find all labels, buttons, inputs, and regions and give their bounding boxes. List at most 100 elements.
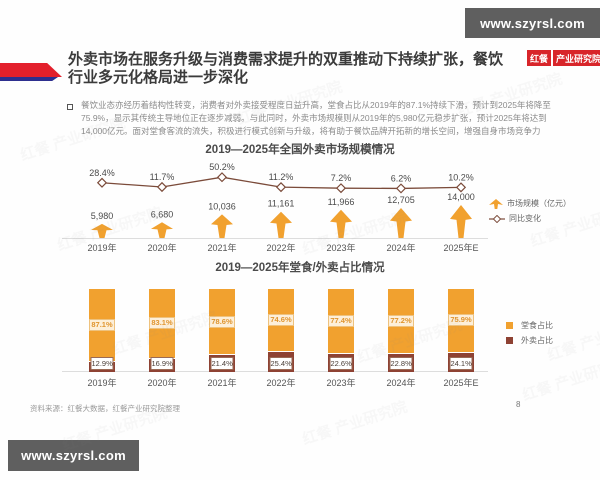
stacked-bar[interactable]: 75.9% 24.1% xyxy=(448,289,474,372)
growth-pct-label: 11.2% xyxy=(269,172,294,182)
dinein-pct-label: 83.1% xyxy=(149,317,175,330)
delivery-pct-label: 25.4% xyxy=(269,357,293,370)
chart2-legend: 堂食占比 外卖占比 xyxy=(506,318,553,348)
brand-watermark: 红餐 产业研究院 xyxy=(300,398,410,449)
chart1-legend: 市场规模（亿元） 同比变化 xyxy=(489,196,571,226)
delivery-pct-label: 22.8% xyxy=(389,357,413,370)
market-size-arrow-bar xyxy=(330,209,352,238)
logo-brand-mark: 红餐 xyxy=(527,50,552,66)
year-label: 2022年 xyxy=(266,378,296,388)
year-label: 2022年 xyxy=(266,242,295,253)
line-marker xyxy=(216,172,228,183)
year-label: 2021年 xyxy=(207,242,236,253)
year-label: 2024年 xyxy=(386,242,415,253)
line-marker xyxy=(96,177,108,188)
page-number: 8 xyxy=(516,400,521,409)
legend-label: 市场规模（亿元） xyxy=(507,199,571,208)
intro-line: 餐饮业态亦经历着结构性转变，消费者对外卖接受程度日益升高，堂食占比从2019年的… xyxy=(81,100,551,110)
line-marker-icon xyxy=(489,214,505,223)
delivery-swatch-icon xyxy=(506,337,513,344)
market-size-arrow-bar xyxy=(211,214,233,238)
title-accent-navy-bar xyxy=(0,77,58,81)
intro-line: 14,000亿元。面对堂食客流的流失，积极进行模式创新与升级，将有助于餐饮品牌开… xyxy=(81,126,541,136)
chart1-title: 2019—2025年全国外卖市场规模情况 xyxy=(205,144,395,156)
line-marker xyxy=(156,181,168,193)
website-url-bar-bottom[interactable]: www.szyrsl.com xyxy=(8,440,139,471)
year-label: 2024年 xyxy=(386,378,416,388)
year-label: 2025年E xyxy=(443,378,479,388)
year-label: 2019年 xyxy=(87,378,117,388)
stacked-bar[interactable]: 87.1% 12.9% xyxy=(89,289,115,372)
line-marker xyxy=(275,182,287,193)
delivery-pct-label: 24.1% xyxy=(449,357,473,370)
dinein-swatch-icon xyxy=(506,322,513,329)
intro-line: 75.9%，显示其传统主导地位正在逐步减弱。与此同时，外卖市场规模则从2019年… xyxy=(81,113,547,123)
bullet-square-icon xyxy=(67,104,73,110)
year-label: 2021年 xyxy=(207,378,237,388)
legend-item-yoy-change[interactable]: 同比变化 xyxy=(489,211,571,226)
market-size-value: 11,966 xyxy=(328,197,355,207)
legend-item-market-size[interactable]: 市场规模（亿元） xyxy=(489,196,571,211)
year-label: 2023年 xyxy=(326,242,355,253)
delivery-pct-label: 21.4% xyxy=(210,357,234,370)
dinein-pct-label: 87.1% xyxy=(89,319,115,332)
line-marker xyxy=(455,182,467,193)
legend-item-dinein[interactable]: 堂食占比 xyxy=(506,318,553,333)
page-title: 外卖市场在服务升级与消费需求提升的双重推动下持续扩张，餐饮 行业多元化格局进一步… xyxy=(68,51,576,87)
dinein-pct-label: 77.4% xyxy=(328,315,354,328)
market-size-value: 5,980 xyxy=(91,211,114,221)
legend-label: 外卖占比 xyxy=(521,336,553,345)
dinein-pct-label: 74.6% xyxy=(268,313,294,326)
legend-item-delivery[interactable]: 外卖占比 xyxy=(506,333,553,348)
dinein-pct-label: 77.2% xyxy=(388,315,414,328)
market-size-value: 11,161 xyxy=(268,199,295,209)
line-marker xyxy=(395,183,407,194)
year-label: 2025年E xyxy=(443,242,478,253)
website-url: www.szyrsl.com xyxy=(21,448,126,463)
market-size-value: 6,680 xyxy=(151,209,174,219)
year-label: 2020年 xyxy=(147,378,177,388)
growth-pct-label: 6.2% xyxy=(391,173,412,183)
dinein-pct-label: 78.6% xyxy=(209,315,235,328)
delivery-pct-label: 16.9% xyxy=(150,357,174,370)
growth-pct-label: 7.2% xyxy=(331,173,352,183)
arrow-bar-icon xyxy=(489,198,503,209)
market-size-arrow-bar xyxy=(151,222,173,238)
growth-pct-label: 10.2% xyxy=(448,172,474,182)
stacked-bar[interactable]: 74.6% 25.4% xyxy=(268,289,294,372)
market-size-value: 14,000 xyxy=(447,192,475,202)
logo-org-mark: 产业研究院 xyxy=(553,50,600,66)
delivery-pct-label: 12.9% xyxy=(90,357,114,370)
market-size-arrow-bar xyxy=(390,208,412,238)
legend-label: 堂食占比 xyxy=(521,321,553,330)
growth-pct-label: 50.2% xyxy=(209,162,235,172)
title-accent-red-bar xyxy=(0,63,62,77)
website-url: www.szyrsl.com xyxy=(480,15,585,31)
website-url-bar-top[interactable]: www.szyrsl.com xyxy=(465,8,600,38)
year-label: 2019年 xyxy=(87,242,116,253)
chart2-title: 2019—2025年堂食/外卖占比情况 xyxy=(215,262,385,274)
market-size-arrow-bar xyxy=(270,211,292,238)
intro-paragraph: 餐饮业态亦经历着结构性转变，消费者对外卖接受程度日益升高，堂食占比从2019年的… xyxy=(81,99,565,138)
market-size-chart: 5,980 6,680 10,036 11,161 11,966 12,705 14,000… xyxy=(62,162,488,253)
growth-pct-label: 11.7% xyxy=(150,172,175,182)
year-label: 2020年 xyxy=(147,242,176,253)
data-source-note: 资料来源：红餐大数据，红餐产业研究院整理 xyxy=(30,404,180,413)
dinein-pct-label: 75.9% xyxy=(448,314,474,327)
share-chart: 87.1% 12.9% 2019年 83.1% 16.9% 2020年 78.6% 21.4%… xyxy=(0,274,600,392)
legend-label: 同比变化 xyxy=(509,214,541,223)
delivery-pct-label: 22.6% xyxy=(329,357,353,370)
hongcan-logo: 红餐 产业研究院 xyxy=(527,50,600,66)
market-size-arrow-bar xyxy=(450,205,472,238)
year-label: 2023年 xyxy=(326,378,356,388)
stacked-bar[interactable]: 77.4% 22.6% xyxy=(328,289,354,372)
stacked-bar[interactable]: 78.6% 21.4% xyxy=(209,289,235,372)
stacked-bar[interactable]: 77.2% 22.8% xyxy=(388,289,414,372)
stacked-bar[interactable]: 83.1% 16.9% xyxy=(149,289,175,372)
line-marker xyxy=(335,183,347,194)
market-size-value: 10,036 xyxy=(208,201,236,211)
market-size-arrow-bar xyxy=(91,223,113,238)
page-title-line1: 外卖市场在服务升级与消费需求提升的双重推动下持续扩张，餐饮 xyxy=(68,51,504,68)
market-size-value: 12,705 xyxy=(387,195,415,205)
